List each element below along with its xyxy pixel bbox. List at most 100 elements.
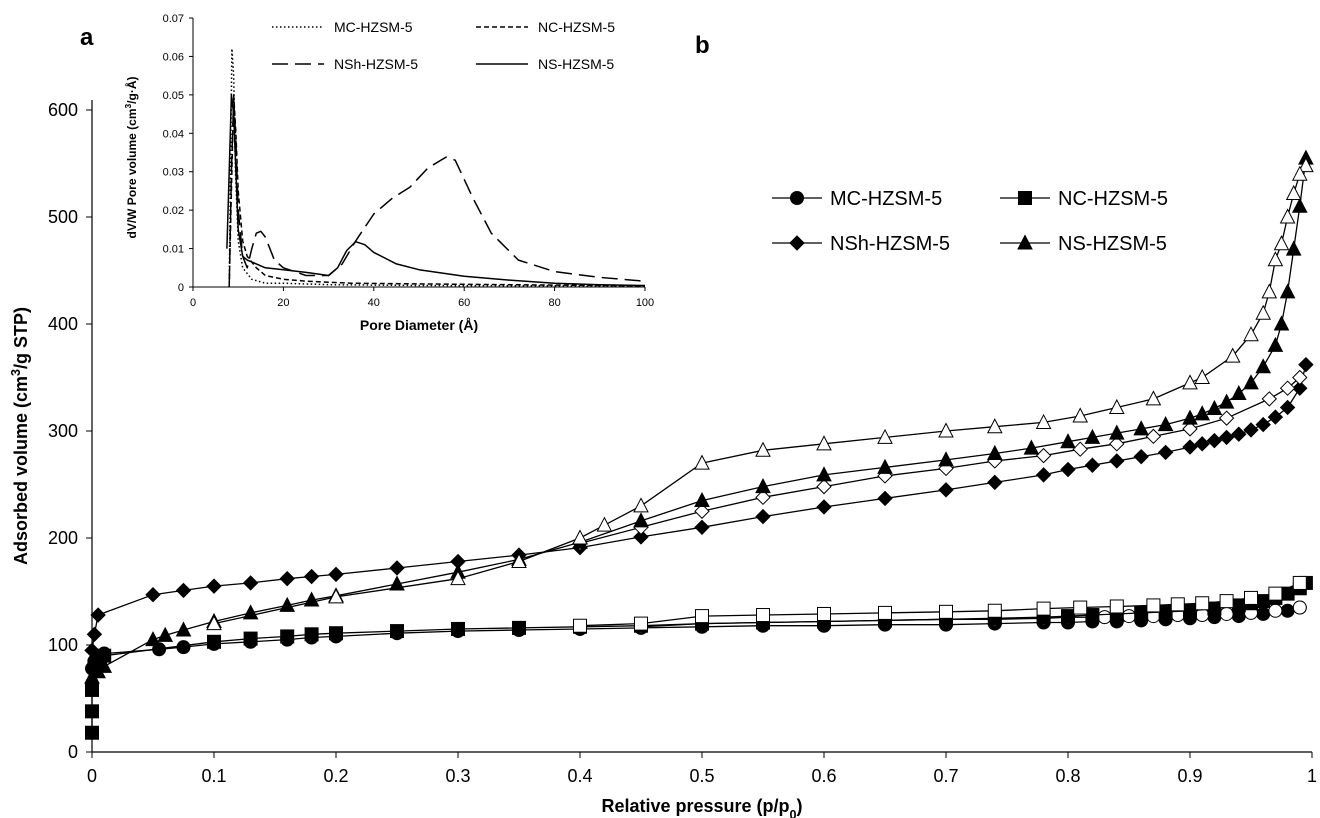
inset-y-axis-title: dV/W Pore volume (cm3/g·Å) — [123, 76, 139, 238]
data-point — [1145, 428, 1162, 445]
data-point — [1243, 422, 1259, 438]
data-point — [1109, 436, 1125, 452]
data-point — [1279, 283, 1296, 299]
data-point — [987, 474, 1003, 491]
inset-legend-item-ns-hzsm-5: NS-HZSM-5 — [476, 56, 614, 72]
data-point — [96, 657, 113, 673]
main-legend: MC-HZSM-5 NC-HZSM-5 NSh-HZSM-5 NS-HZSM-5 — [772, 188, 1168, 255]
legend-item-nsh-hzsm-5: NSh-HZSM-5 — [772, 233, 950, 255]
inset-x-tick-label: 60 — [458, 297, 470, 309]
data-point — [175, 621, 192, 637]
data-point — [1292, 600, 1307, 615]
data-point — [1061, 609, 1075, 624]
data-point — [1218, 410, 1235, 426]
panel-letter-a: a — [80, 24, 94, 51]
data-point — [694, 491, 710, 508]
series-nc-hzsm-5-adsorption — [85, 575, 1313, 740]
data-point — [1280, 586, 1295, 601]
data-point — [1084, 457, 1101, 473]
x-tick-label: 0.1 — [201, 766, 226, 786]
legend-label: NS-HZSM-5 — [1058, 233, 1167, 255]
data-point — [755, 478, 771, 494]
data-point — [175, 582, 192, 599]
data-point — [938, 482, 954, 498]
data-point — [1133, 448, 1149, 465]
data-point — [1133, 420, 1150, 436]
data-point — [1170, 597, 1185, 612]
y-axis-title: Adsorbed volume (cm3/g STP) — [9, 307, 31, 565]
data-point — [85, 682, 99, 697]
data-point — [816, 435, 832, 451]
data-point — [817, 606, 831, 621]
inset-x-tick-label: 40 — [368, 297, 380, 309]
data-point — [176, 640, 191, 655]
data-point — [986, 418, 1003, 434]
y-tick-label: 600 — [48, 100, 78, 120]
data-point — [243, 631, 258, 646]
data-point — [1292, 380, 1308, 396]
data-point — [206, 615, 222, 631]
x-tick-label: 0.6 — [811, 766, 836, 786]
data-point — [157, 626, 174, 642]
inset-legend-label: NS-HZSM-5 — [538, 56, 614, 72]
x-tick-label: 0.2 — [323, 766, 348, 786]
inset-y-tick-label: 0.02 — [163, 205, 184, 217]
data-point — [1255, 358, 1272, 374]
data-point — [938, 422, 954, 438]
data-point — [877, 428, 893, 444]
data-point — [328, 588, 344, 604]
data-point — [1146, 598, 1161, 613]
legend-label: NC-HZSM-5 — [1058, 188, 1168, 210]
data-point — [1279, 208, 1296, 224]
data-point — [242, 604, 259, 620]
inset-y-tick-label: 0.07 — [163, 13, 184, 25]
x-tick-label: 0.5 — [689, 766, 714, 786]
inset-x-tick-label: 80 — [548, 297, 560, 309]
data-point — [1285, 240, 1302, 256]
data-point — [1023, 439, 1040, 455]
inset-x-tick-label: 100 — [636, 297, 654, 309]
data-point — [1255, 304, 1272, 320]
data-point — [85, 725, 99, 740]
data-point — [206, 578, 222, 594]
inset-x-tick-label: 20 — [277, 297, 289, 309]
data-point — [1267, 251, 1284, 267]
inset-series-nc-hzsm-5 — [228, 94, 646, 288]
data-point — [1243, 326, 1259, 342]
data-point — [390, 624, 404, 639]
data-point — [1134, 605, 1149, 620]
data-point — [755, 508, 771, 525]
data-point — [1085, 608, 1100, 623]
data-point — [939, 604, 953, 619]
data-point — [304, 627, 319, 642]
inset-y-tick-label: 0.05 — [163, 90, 184, 102]
data-point — [1206, 399, 1223, 416]
data-point — [145, 631, 161, 647]
data-point — [1279, 399, 1296, 416]
data-point — [816, 499, 832, 515]
data-point — [1035, 447, 1052, 464]
inset-legend: MC-HZSM-5 NC-HZSM-5 NSh-HZSM-5 NS-HZSM-5 — [272, 19, 615, 72]
data-point — [303, 568, 320, 585]
data-point — [572, 529, 588, 545]
data-point — [1267, 336, 1284, 352]
data-point — [1298, 157, 1314, 173]
data-point — [1108, 424, 1125, 440]
data-point — [1273, 315, 1290, 331]
data-point — [755, 489, 771, 506]
data-point — [1291, 165, 1308, 181]
data-point — [1207, 601, 1222, 616]
data-point — [84, 642, 100, 659]
x-axis-title: Relative pressure (p/p0) — [601, 796, 802, 818]
data-point — [1182, 439, 1198, 455]
data-point — [1224, 347, 1241, 363]
x-tick-label: 0.3 — [445, 766, 470, 786]
inset-x-axis-title: Pore Diameter (Å) — [360, 317, 478, 333]
legend-item-mc-hzsm-5: MC-HZSM-5 — [772, 188, 942, 210]
data-point — [596, 516, 613, 532]
legend-marker — [789, 235, 805, 251]
data-point — [280, 629, 295, 644]
inset-x-tick-label: 0 — [190, 297, 196, 309]
data-point — [1157, 444, 1174, 461]
